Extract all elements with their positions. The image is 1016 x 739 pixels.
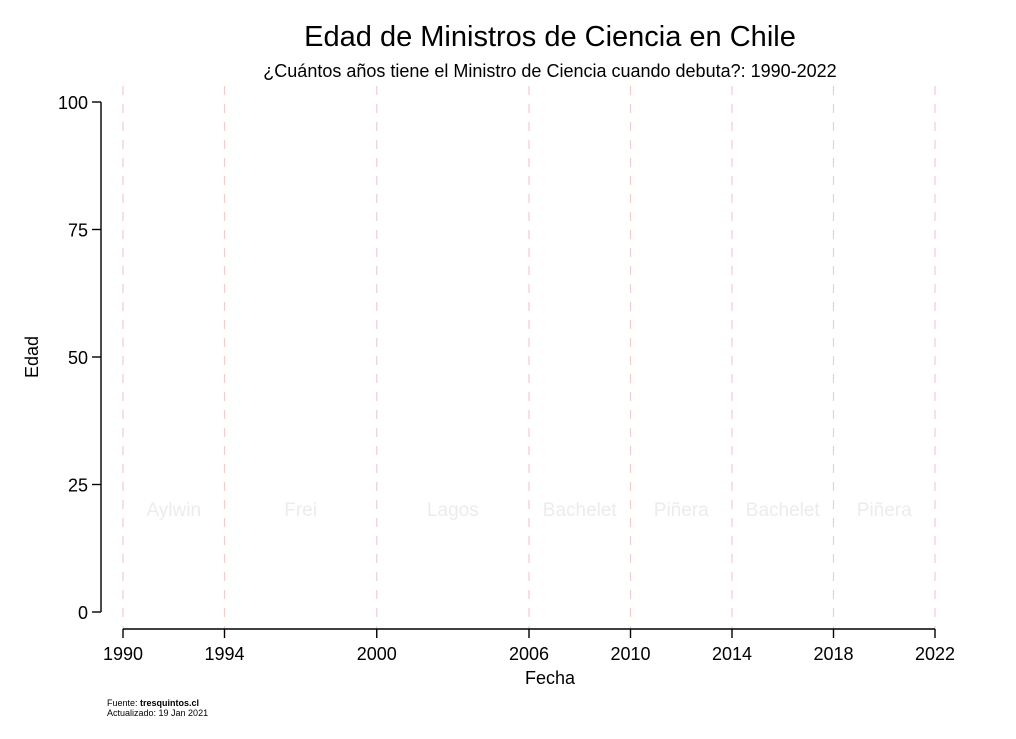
period-label: Piñera [857, 500, 912, 521]
x-tick-label: 1990 [103, 644, 143, 664]
y-tick-label: 0 [78, 603, 88, 623]
x-ticks: 1990 1994 2000 2006 2010 2014 2018 2022 [103, 629, 955, 664]
chart-title: Edad de Ministros de Ciencia en Chile [304, 21, 796, 53]
period-label: Aylwin [146, 500, 201, 521]
y-tick-label: 50 [68, 348, 88, 368]
period-labels: Aylwin Frei Lagos Bachelet Piñera Bachelet Piñ… [146, 500, 912, 521]
updated-note: Actualizado: 19 Jan 2021 [107, 708, 208, 718]
x-tick-label: 2006 [509, 644, 549, 664]
x-tick-label: 2018 [813, 644, 853, 664]
x-tick-label: 2000 [357, 644, 397, 664]
period-label: Lagos [427, 500, 479, 521]
x-axis-title: Fecha [525, 668, 576, 688]
y-ticks: 0 25 50 75 100 [58, 93, 101, 623]
y-tick-label: 100 [58, 93, 88, 113]
period-label: Bachelet [543, 500, 618, 521]
source-note: Fuente: tresquintos.cl [107, 698, 199, 708]
y-tick-label: 75 [68, 221, 88, 241]
x-tick-label: 2010 [610, 644, 650, 664]
period-label: Frei [284, 500, 317, 521]
source-label: Fuente: [107, 698, 140, 708]
x-tick-label: 2014 [712, 644, 752, 664]
x-tick-label: 2022 [915, 644, 955, 664]
chart-subtitle: ¿Cuántos años tiene el Ministro de Cienc… [263, 61, 836, 81]
y-tick-label: 25 [68, 476, 88, 496]
period-boundaries [122, 86, 936, 629]
y-axis-title: Edad [22, 336, 42, 378]
x-tick-label: 1994 [204, 644, 244, 664]
period-label: Bachelet [746, 500, 821, 521]
period-label: Piñera [654, 500, 709, 521]
source-value: tresquintos.cl [140, 698, 199, 708]
